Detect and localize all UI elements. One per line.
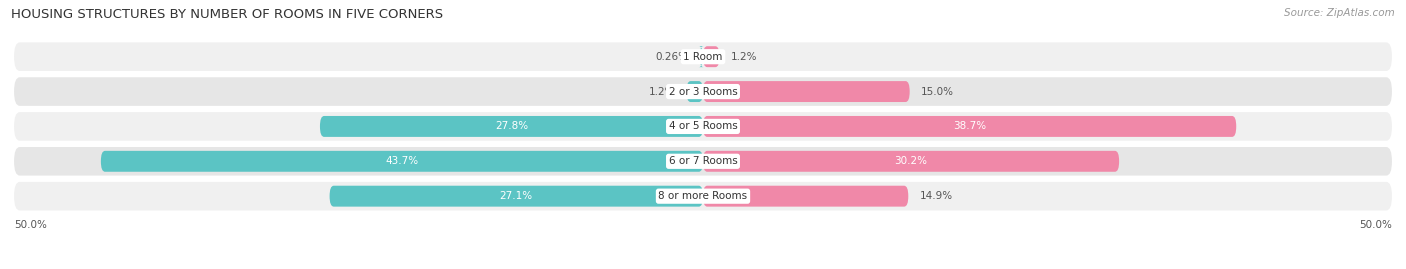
Text: 1.2%: 1.2%	[731, 52, 756, 62]
Text: 27.8%: 27.8%	[495, 121, 529, 132]
Text: 2 or 3 Rooms: 2 or 3 Rooms	[669, 87, 737, 97]
Text: 30.2%: 30.2%	[894, 156, 928, 166]
FancyBboxPatch shape	[703, 186, 908, 207]
FancyBboxPatch shape	[703, 151, 1119, 172]
Text: 8 or more Rooms: 8 or more Rooms	[658, 191, 748, 201]
Text: 43.7%: 43.7%	[385, 156, 419, 166]
Text: 50.0%: 50.0%	[1360, 220, 1392, 230]
Text: 15.0%: 15.0%	[921, 87, 953, 97]
Text: 0.26%: 0.26%	[655, 52, 689, 62]
FancyBboxPatch shape	[329, 186, 703, 207]
Text: 14.9%: 14.9%	[920, 191, 952, 201]
Text: 6 or 7 Rooms: 6 or 7 Rooms	[669, 156, 737, 166]
Text: 1 Room: 1 Room	[683, 52, 723, 62]
Text: 27.1%: 27.1%	[499, 191, 533, 201]
Text: 1.2%: 1.2%	[650, 87, 675, 97]
FancyBboxPatch shape	[703, 46, 720, 67]
FancyBboxPatch shape	[703, 81, 910, 102]
FancyBboxPatch shape	[703, 116, 1236, 137]
Text: 38.7%: 38.7%	[953, 121, 986, 132]
FancyBboxPatch shape	[686, 81, 703, 102]
FancyBboxPatch shape	[14, 112, 1392, 141]
Text: Source: ZipAtlas.com: Source: ZipAtlas.com	[1284, 8, 1395, 18]
Text: HOUSING STRUCTURES BY NUMBER OF ROOMS IN FIVE CORNERS: HOUSING STRUCTURES BY NUMBER OF ROOMS IN…	[11, 8, 443, 21]
FancyBboxPatch shape	[14, 43, 1392, 71]
FancyBboxPatch shape	[14, 147, 1392, 176]
FancyBboxPatch shape	[321, 116, 703, 137]
FancyBboxPatch shape	[14, 77, 1392, 106]
Text: 4 or 5 Rooms: 4 or 5 Rooms	[669, 121, 737, 132]
Text: 50.0%: 50.0%	[14, 220, 46, 230]
FancyBboxPatch shape	[14, 182, 1392, 210]
FancyBboxPatch shape	[699, 46, 703, 67]
FancyBboxPatch shape	[101, 151, 703, 172]
